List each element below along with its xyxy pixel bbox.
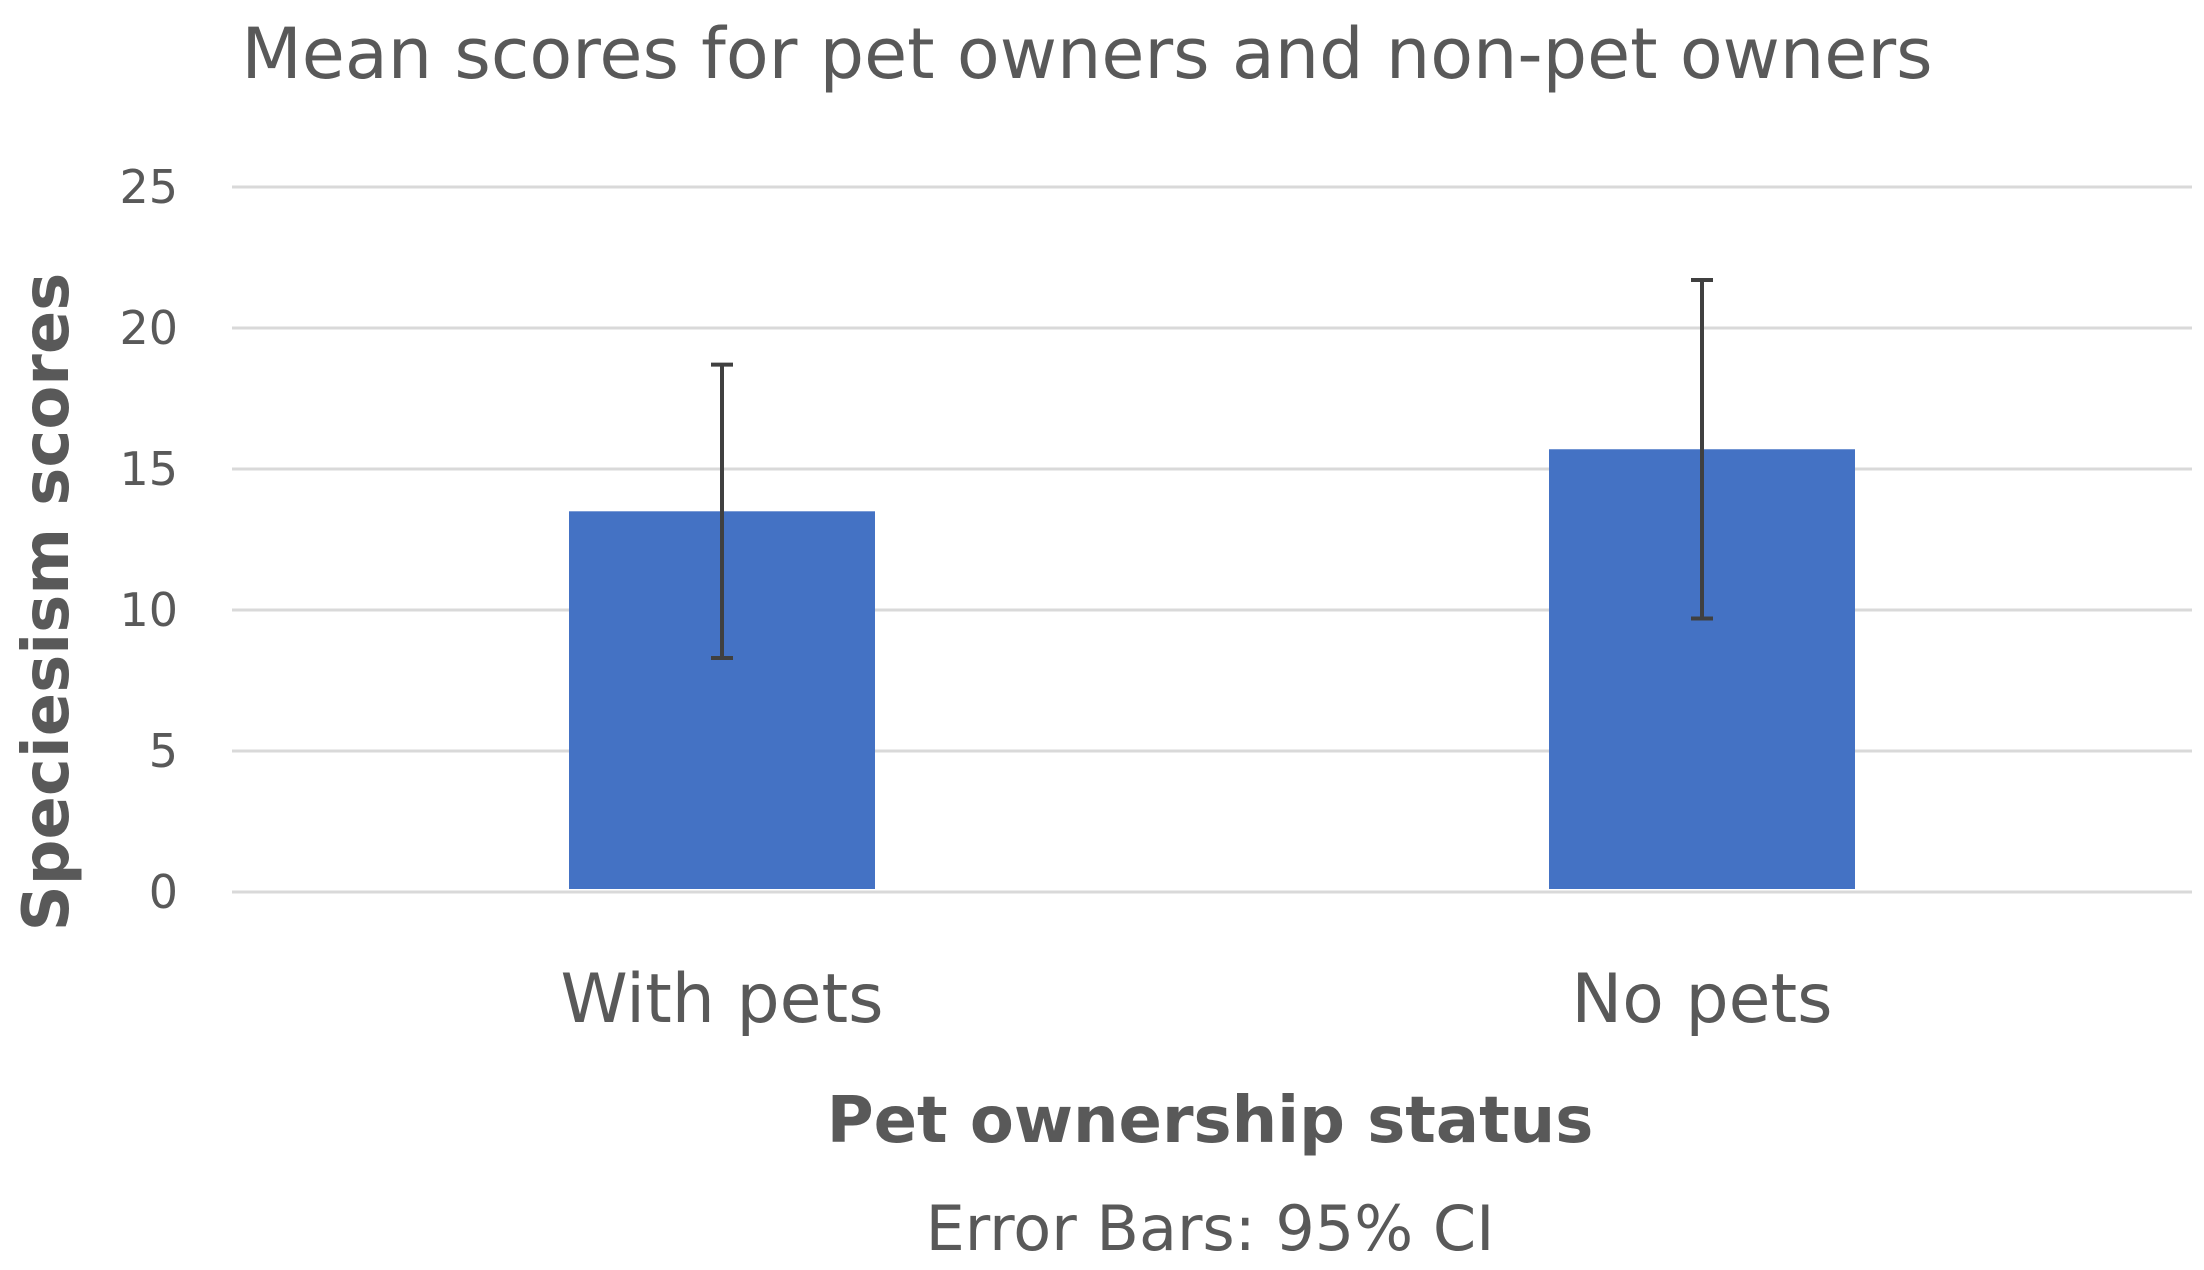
y-axis-title: Speciesism scores <box>10 273 84 932</box>
x-category-label: No pets <box>1571 960 1832 1039</box>
x-axis-title: Pet ownership status <box>827 1084 1594 1158</box>
error-bar <box>711 362 733 660</box>
y-tick-labels: 0 5 10 15 20 25 <box>119 160 178 919</box>
x-category-label: With pets <box>560 960 883 1039</box>
error-bars <box>711 278 1713 660</box>
error-bar <box>1691 278 1713 621</box>
y-tick-label: 25 <box>119 160 178 214</box>
y-tick-label: 20 <box>119 301 178 355</box>
bars <box>569 449 1855 889</box>
y-tick-label: 5 <box>149 724 178 778</box>
error-bars-note: Error Bars: 95% CI <box>926 1192 1495 1265</box>
y-tick-label: 0 <box>149 865 178 919</box>
chart-title: Mean scores for pet owners and non-pet o… <box>241 13 1932 95</box>
y-tick-label: 15 <box>119 442 178 496</box>
y-tick-label: 10 <box>119 583 178 637</box>
gridlines <box>232 185 2192 894</box>
x-category-labels: With pets No pets <box>560 960 1832 1039</box>
